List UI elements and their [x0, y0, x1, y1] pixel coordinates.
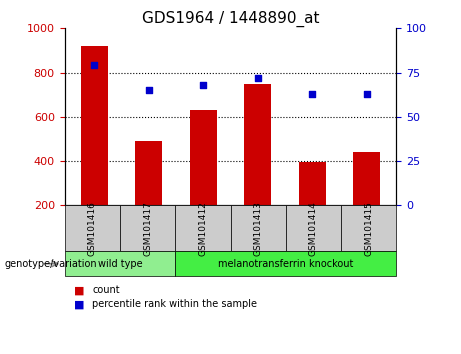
Text: ■: ■ — [74, 299, 84, 309]
Point — [363, 91, 370, 97]
Text: wild type: wild type — [98, 259, 142, 269]
Bar — [299, 162, 326, 205]
Bar — [189, 110, 217, 205]
Point — [308, 91, 316, 97]
Text: ■: ■ — [74, 285, 84, 295]
Point — [91, 63, 98, 68]
Text: count: count — [92, 285, 120, 295]
Point — [254, 75, 261, 81]
Text: GSM101413: GSM101413 — [254, 201, 263, 256]
Bar — [353, 152, 380, 205]
Text: GSM101412: GSM101412 — [198, 201, 207, 256]
Point — [145, 87, 153, 93]
Text: GSM101417: GSM101417 — [143, 201, 152, 256]
Title: GDS1964 / 1448890_at: GDS1964 / 1448890_at — [142, 11, 319, 27]
Point — [200, 82, 207, 88]
Text: percentile rank within the sample: percentile rank within the sample — [92, 299, 257, 309]
Bar — [81, 46, 108, 205]
Text: genotype/variation: genotype/variation — [5, 259, 97, 269]
Bar — [244, 84, 272, 205]
Text: GSM101415: GSM101415 — [364, 201, 373, 256]
Text: GSM101416: GSM101416 — [88, 201, 97, 256]
Bar — [135, 141, 162, 205]
Text: melanotransferrin knockout: melanotransferrin knockout — [218, 259, 354, 269]
Text: GSM101414: GSM101414 — [309, 201, 318, 256]
